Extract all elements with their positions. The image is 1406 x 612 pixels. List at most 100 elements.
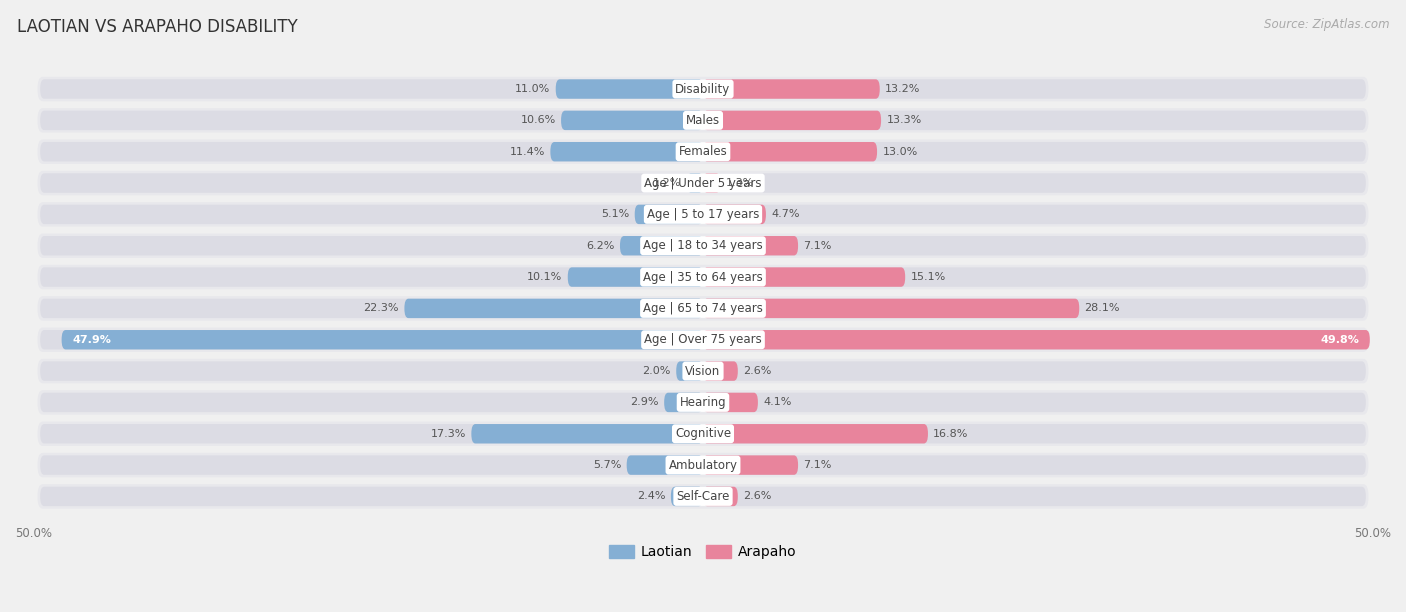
FancyBboxPatch shape [38, 234, 1368, 258]
FancyBboxPatch shape [703, 361, 1365, 381]
FancyBboxPatch shape [38, 359, 1368, 383]
Text: 13.3%: 13.3% [886, 116, 922, 125]
Text: Age | 35 to 64 years: Age | 35 to 64 years [643, 271, 763, 283]
Text: 5.1%: 5.1% [602, 209, 630, 219]
Text: Age | 65 to 74 years: Age | 65 to 74 years [643, 302, 763, 315]
FancyBboxPatch shape [703, 236, 1365, 255]
Text: 49.8%: 49.8% [1320, 335, 1360, 345]
FancyBboxPatch shape [703, 204, 766, 224]
FancyBboxPatch shape [38, 171, 1368, 195]
Text: Cognitive: Cognitive [675, 427, 731, 440]
FancyBboxPatch shape [38, 296, 1368, 321]
Text: LAOTIAN VS ARAPAHO DISABILITY: LAOTIAN VS ARAPAHO DISABILITY [17, 18, 298, 36]
FancyBboxPatch shape [41, 236, 703, 255]
FancyBboxPatch shape [664, 393, 703, 412]
Text: 13.0%: 13.0% [883, 147, 918, 157]
Text: 7.1%: 7.1% [803, 241, 832, 251]
FancyBboxPatch shape [41, 361, 703, 381]
Text: 5.7%: 5.7% [593, 460, 621, 470]
FancyBboxPatch shape [634, 204, 703, 224]
FancyBboxPatch shape [38, 453, 1368, 477]
Text: Age | Over 75 years: Age | Over 75 years [644, 334, 762, 346]
FancyBboxPatch shape [41, 173, 703, 193]
Text: 28.1%: 28.1% [1084, 304, 1121, 313]
Text: Disability: Disability [675, 83, 731, 95]
Text: 47.9%: 47.9% [72, 335, 111, 345]
FancyBboxPatch shape [38, 390, 1368, 415]
FancyBboxPatch shape [688, 173, 703, 193]
FancyBboxPatch shape [38, 327, 1368, 352]
Text: 2.9%: 2.9% [630, 397, 659, 408]
FancyBboxPatch shape [671, 487, 703, 506]
FancyBboxPatch shape [703, 487, 738, 506]
Text: Age | Under 5 years: Age | Under 5 years [644, 176, 762, 190]
FancyBboxPatch shape [38, 484, 1368, 509]
Text: Age | 18 to 34 years: Age | 18 to 34 years [643, 239, 763, 252]
Text: 4.7%: 4.7% [772, 209, 800, 219]
Text: 6.2%: 6.2% [586, 241, 614, 251]
FancyBboxPatch shape [703, 330, 1365, 349]
FancyBboxPatch shape [703, 236, 799, 255]
FancyBboxPatch shape [38, 108, 1368, 133]
Text: 2.4%: 2.4% [637, 491, 665, 501]
FancyBboxPatch shape [703, 80, 1365, 99]
Text: 11.4%: 11.4% [509, 147, 546, 157]
FancyBboxPatch shape [627, 455, 703, 475]
FancyBboxPatch shape [38, 202, 1368, 226]
FancyBboxPatch shape [568, 267, 703, 287]
FancyBboxPatch shape [676, 361, 703, 381]
FancyBboxPatch shape [41, 455, 703, 475]
FancyBboxPatch shape [703, 424, 928, 444]
FancyBboxPatch shape [703, 80, 880, 99]
FancyBboxPatch shape [41, 142, 703, 162]
FancyBboxPatch shape [41, 424, 703, 444]
Legend: Laotian, Arapaho: Laotian, Arapaho [603, 540, 803, 565]
FancyBboxPatch shape [620, 236, 703, 255]
FancyBboxPatch shape [38, 77, 1368, 101]
Text: 4.1%: 4.1% [763, 397, 792, 408]
FancyBboxPatch shape [471, 424, 703, 444]
FancyBboxPatch shape [703, 142, 877, 162]
FancyBboxPatch shape [41, 330, 703, 349]
FancyBboxPatch shape [703, 455, 799, 475]
Text: 1.3%: 1.3% [725, 178, 754, 188]
FancyBboxPatch shape [41, 204, 703, 224]
Text: Self-Care: Self-Care [676, 490, 730, 503]
FancyBboxPatch shape [41, 111, 703, 130]
FancyBboxPatch shape [703, 487, 1365, 506]
FancyBboxPatch shape [703, 204, 1365, 224]
FancyBboxPatch shape [703, 361, 738, 381]
Text: Age | 5 to 17 years: Age | 5 to 17 years [647, 208, 759, 221]
FancyBboxPatch shape [703, 299, 1365, 318]
FancyBboxPatch shape [703, 455, 1365, 475]
FancyBboxPatch shape [703, 111, 1365, 130]
Text: 2.0%: 2.0% [643, 366, 671, 376]
FancyBboxPatch shape [38, 265, 1368, 289]
FancyBboxPatch shape [703, 173, 720, 193]
FancyBboxPatch shape [703, 424, 1365, 444]
FancyBboxPatch shape [41, 299, 703, 318]
FancyBboxPatch shape [703, 142, 1365, 162]
Text: 2.6%: 2.6% [744, 491, 772, 501]
Text: Ambulatory: Ambulatory [668, 458, 738, 472]
Text: 11.0%: 11.0% [515, 84, 550, 94]
FancyBboxPatch shape [555, 80, 703, 99]
Text: Vision: Vision [685, 365, 721, 378]
FancyBboxPatch shape [405, 299, 703, 318]
FancyBboxPatch shape [41, 487, 703, 506]
Text: 16.8%: 16.8% [934, 429, 969, 439]
Text: 7.1%: 7.1% [803, 460, 832, 470]
FancyBboxPatch shape [703, 267, 1365, 287]
Text: Females: Females [679, 145, 727, 159]
Text: Source: ZipAtlas.com: Source: ZipAtlas.com [1264, 18, 1389, 31]
FancyBboxPatch shape [703, 393, 1365, 412]
Text: 17.3%: 17.3% [430, 429, 465, 439]
Text: 22.3%: 22.3% [364, 304, 399, 313]
FancyBboxPatch shape [703, 330, 1369, 349]
FancyBboxPatch shape [561, 111, 703, 130]
Text: 1.2%: 1.2% [654, 178, 682, 188]
FancyBboxPatch shape [703, 111, 882, 130]
FancyBboxPatch shape [38, 140, 1368, 164]
Text: 13.2%: 13.2% [886, 84, 921, 94]
FancyBboxPatch shape [703, 267, 905, 287]
